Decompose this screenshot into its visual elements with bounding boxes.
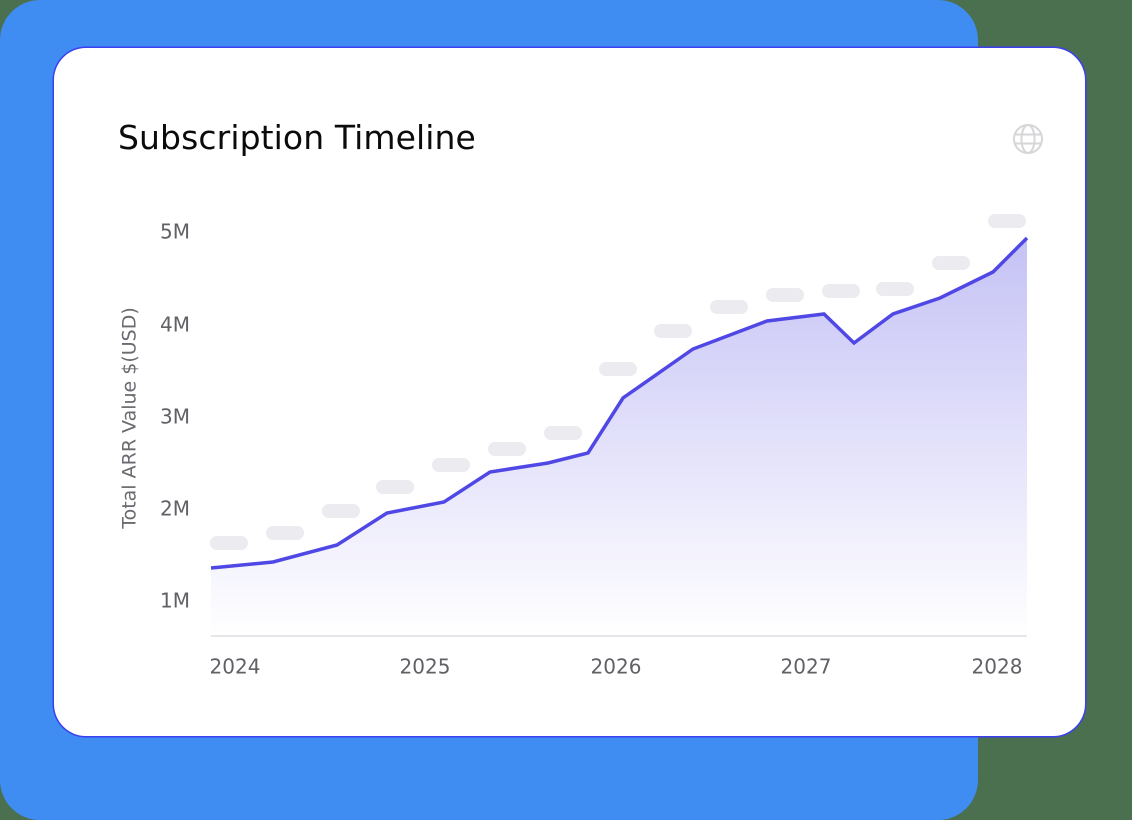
chart-card: Subscription Timeline	[54, 48, 1085, 736]
arr-line[interactable]	[210, 236, 1029, 570]
globe-icon[interactable]	[1012, 123, 1044, 155]
chart-title: Subscription Timeline	[118, 118, 476, 157]
